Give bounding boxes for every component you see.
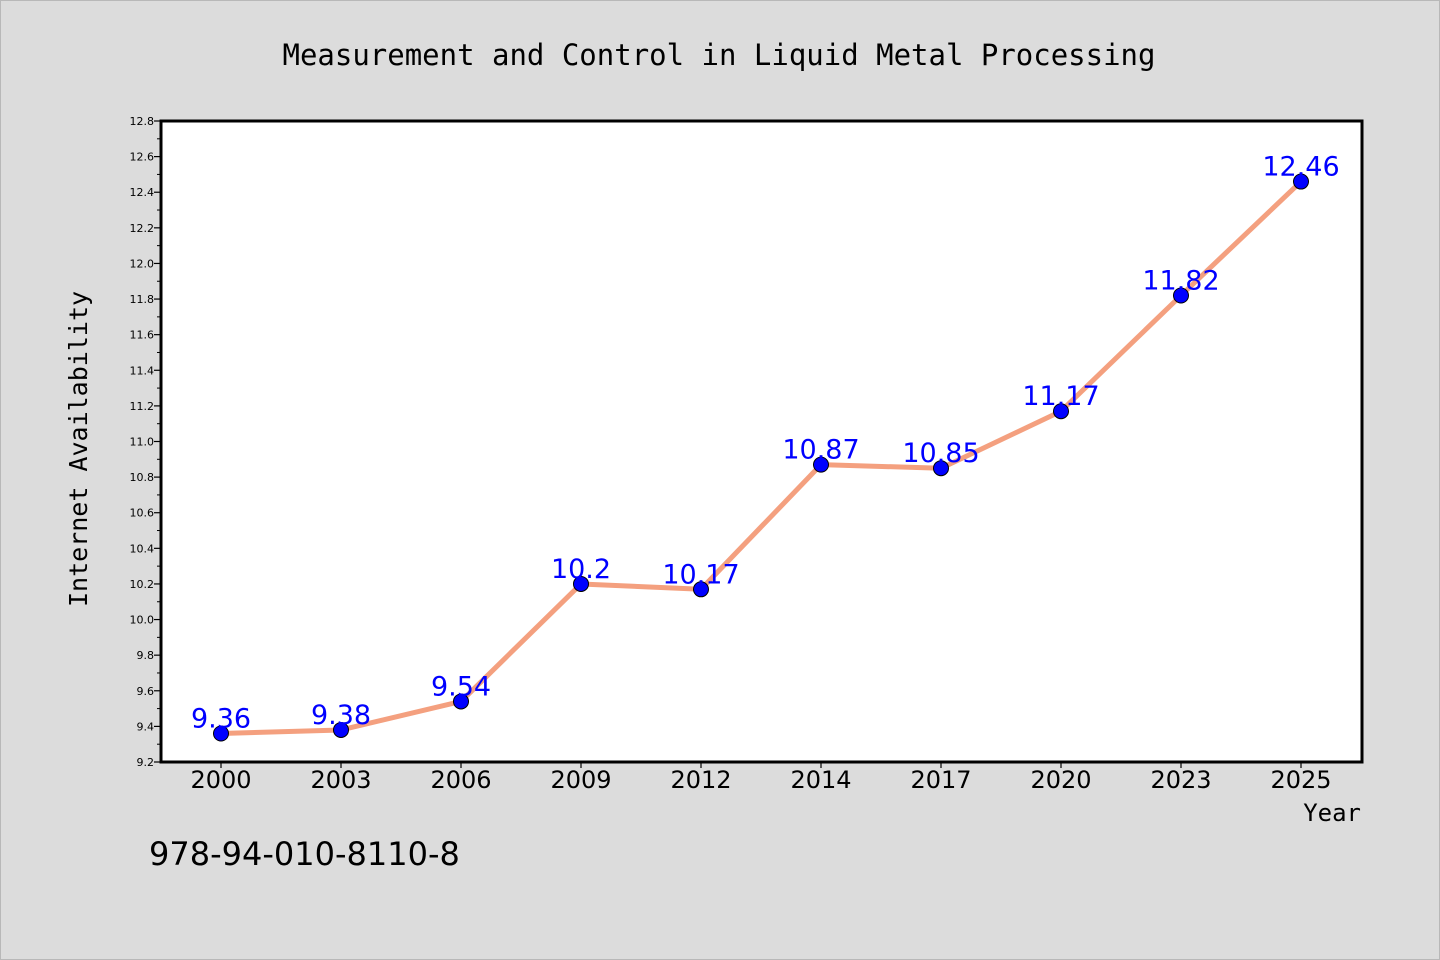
y-tick-label-1: 9.4: [137, 720, 155, 733]
data-point-7: [1053, 403, 1069, 420]
x-tick-label-4: 2012: [670, 766, 731, 794]
x-tick-label-3: 2009: [550, 766, 611, 794]
y-tick-label-0: 9.2: [137, 756, 155, 769]
data-label-layer: 9.36 9.38 9.54 10.2 10.17 10.87 10.85 11.17 11.8…: [191, 152, 1340, 735]
y-tick-label-7: 10.6: [130, 507, 155, 520]
y-tick-label-5: 10.2: [130, 578, 155, 591]
y-tick-label-4: 10.0: [130, 614, 155, 627]
data-point-2: [453, 693, 469, 710]
series-line-0: [218, 179, 1304, 737]
y-tick-label-9: 11.0: [130, 436, 155, 449]
data-label-7: 11.17: [1022, 381, 1099, 412]
data-point-1: [333, 721, 349, 738]
x-tick-label-8: 2023: [1150, 766, 1211, 794]
data-label-4: 10.17: [662, 559, 739, 590]
data-label-6: 10.85: [902, 438, 979, 469]
y-tick-label-10: 11.2: [130, 400, 155, 413]
data-point-4: [693, 581, 709, 598]
y-tick-label-16: 12.4: [130, 186, 155, 199]
series-layer: [213, 173, 1309, 742]
data-point-6: [933, 460, 949, 477]
data-label-1: 9.38: [311, 700, 371, 731]
data-label-9: 12.46: [1262, 152, 1339, 183]
x-tick-label-1: 2003: [310, 766, 371, 794]
data-label-2: 9.54: [431, 671, 491, 702]
y-tick-label-3: 9.8: [137, 649, 155, 662]
y-tick-label-13: 11.8: [130, 293, 155, 306]
isbn-text: 978-94-010-8110-8: [149, 835, 460, 873]
y-tick-label-6: 10.4: [130, 542, 155, 555]
y-tick-label-8: 10.8: [130, 471, 155, 484]
x-tick-label-9: 2025: [1270, 766, 1331, 794]
data-point-8: [1173, 287, 1189, 304]
y-tick-label-17: 12.6: [130, 151, 155, 164]
data-point-5: [813, 456, 829, 473]
y-tick-label-2: 9.6: [137, 685, 155, 698]
data-point-9: [1293, 173, 1309, 190]
x-tick-label-0: 2000: [190, 766, 251, 794]
y-tick-label-12: 11.6: [130, 329, 155, 342]
x-tick-label-2: 2006: [430, 766, 491, 794]
y-tick-label-15: 12.2: [130, 222, 155, 235]
y-tick-label-11: 11.4: [130, 364, 155, 377]
data-label-3: 10.2: [551, 554, 611, 585]
x-tick-label-5: 2014: [790, 766, 851, 794]
data-label-8: 11.82: [1142, 265, 1219, 296]
x-tick-label-7: 2020: [1030, 766, 1091, 794]
data-label-5: 10.87: [782, 435, 859, 466]
y-tick-label-14: 12.0: [130, 257, 155, 270]
x-axis: 2000 2003 2006 2009 2012 2014 2017 2020 2023 2025: [190, 762, 1332, 794]
chart-title: Measurement and Control in Liquid Metal …: [283, 38, 1156, 72]
y-axis: 9.2 9.4 9.6 9.8 10.0 10.2 10.4 10.6 10.8 11.0 11.2…: [130, 115, 162, 769]
data-point-0: [213, 725, 229, 742]
data-point-3: [573, 575, 589, 592]
y-tick-label-18: 12.8: [130, 115, 155, 128]
x-tick-label-6: 2017: [910, 766, 971, 794]
plot-area: [159, 119, 1364, 764]
x-axis-label: Year: [1303, 799, 1361, 827]
data-label-0: 9.36: [191, 704, 251, 735]
y-axis-label: Internet Availability: [64, 291, 93, 607]
